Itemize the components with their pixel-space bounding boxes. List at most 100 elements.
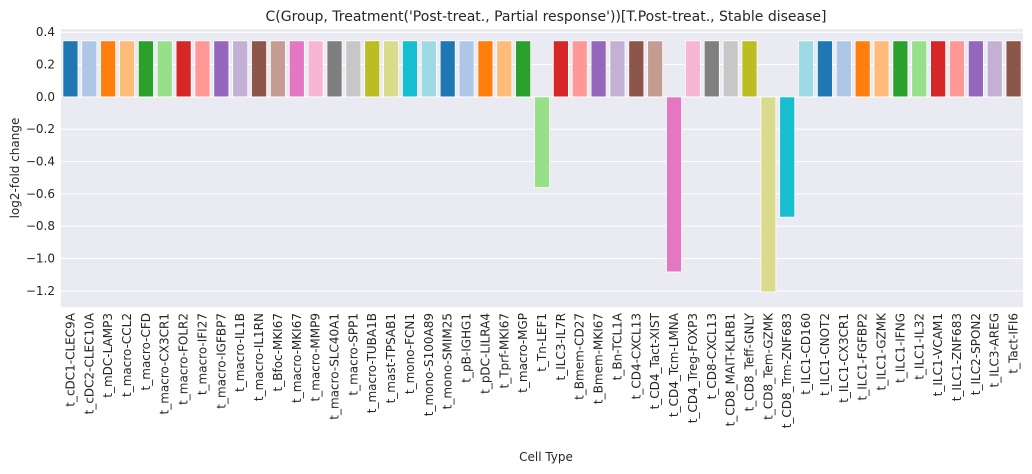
- bar: [628, 40, 645, 98]
- x-tick-label: t_macro-CCL2: [120, 313, 134, 397]
- x-tick-label: t_mono-FCN1: [403, 313, 417, 394]
- x-tick-label: t_cDC1-CLEC9A: [63, 312, 77, 407]
- bar: [571, 40, 588, 98]
- x-tick-label: t_mono-S100A89: [422, 313, 436, 416]
- bar: [854, 40, 871, 98]
- y-tick-label: −1.0: [26, 252, 55, 266]
- bar: [383, 40, 400, 98]
- x-tick-label: t_pB-IGHG1: [460, 313, 474, 383]
- x-tick-label: t_ILC1-IL32: [912, 313, 926, 380]
- bar: [703, 40, 720, 98]
- bar: [647, 40, 664, 98]
- y-tick-label: 0.4: [36, 25, 55, 39]
- bar: [458, 40, 475, 98]
- x-tick-label: t_ILC1-GZMK: [875, 312, 889, 391]
- bar: [552, 40, 569, 98]
- x-tick-label: t_Tn-LEF1: [535, 313, 549, 372]
- bar: [590, 40, 607, 98]
- bar: [534, 96, 550, 188]
- bar: [798, 40, 815, 98]
- x-tick-label: t_macro-IL1B: [233, 313, 247, 392]
- bar: [194, 40, 211, 98]
- bar: [119, 40, 135, 98]
- x-tick-label: t_ILC3-AREG: [988, 313, 1002, 387]
- y-axis-title: log2-fold change: [8, 118, 22, 219]
- bar: [439, 40, 456, 98]
- chart-title: C(Group, Treatment('Post-treat., Partial…: [266, 9, 827, 25]
- x-tick-label: t_macro-CFD: [139, 313, 153, 390]
- bar: [779, 96, 796, 218]
- bar: [100, 40, 117, 98]
- x-tick-label: t_ILC3-IL7R: [554, 313, 568, 380]
- x-tick-label: t_CD8_Trm-ZNF683: [780, 313, 794, 428]
- bar: [307, 40, 324, 98]
- bar: [345, 40, 362, 98]
- x-tick-label: t_cDC2-CLEC10A: [82, 312, 96, 414]
- x-tick-label: t_Bfoc-MKI67: [271, 313, 285, 391]
- x-tick-label: t_CD8_MAIT-KLRB1: [724, 313, 738, 426]
- y-tick-label: −0.6: [26, 187, 55, 201]
- x-tick-label: t_macro-MGP: [516, 313, 530, 393]
- bar: [949, 40, 965, 98]
- x-tick-label: t_CD4_Treg-FOXP3: [686, 313, 700, 423]
- x-tick-label: t_Bmem-MKI67: [592, 313, 606, 404]
- bar: [62, 40, 79, 98]
- bar: [911, 40, 928, 98]
- x-tick-label: t_macro-IGFBP7: [214, 313, 228, 409]
- bar: [835, 40, 852, 98]
- x-tick-label: t_Bmem-CD27: [573, 313, 587, 400]
- y-tick-label: 0.0: [36, 90, 55, 104]
- x-tick-label: t_macro-CX3CR1: [158, 313, 172, 415]
- bar: [684, 40, 701, 98]
- x-tick-label: t_ILC1-CX3CR1: [837, 313, 851, 403]
- y-tick-label: −0.8: [26, 219, 55, 233]
- x-tick-label: t_Tact-IFI6: [1007, 313, 1021, 374]
- x-tick-label: t_pDC-LILRA4: [478, 313, 492, 394]
- x-tick-label: t_mDC-LAMP3: [101, 313, 115, 398]
- bar: [1005, 40, 1022, 98]
- bar: [326, 40, 343, 98]
- x-tick-label: t_ILC1-FGFBP2: [856, 313, 870, 400]
- x-tick-label: t_CD4_Tcm-LMNA: [667, 312, 681, 417]
- y-tick-label: −0.4: [26, 155, 55, 169]
- x-tick-label: t_macro-SLC40A1: [328, 313, 342, 420]
- bar: [666, 96, 682, 273]
- x-tick-label: t_Bn-TCL1A: [610, 312, 624, 380]
- bar: [81, 40, 98, 98]
- bar: [816, 40, 833, 98]
- x-tick-label: t_ILC1-VCAM1: [931, 313, 945, 396]
- bar: [156, 40, 173, 98]
- bar: [986, 40, 1003, 98]
- y-axis-ticks: 0.4 0.2 0.0 −0.2 −0.4 −0.6 −0.8 −1.0 −1.2: [26, 25, 55, 298]
- x-tick-label: t_macro-MKI67: [290, 313, 304, 403]
- bar: [420, 40, 437, 98]
- bar: [515, 40, 532, 98]
- x-axis-ticks: t_cDC1-CLEC9A t_cDC2-CLEC10A t_mDC-LAMP3 t_…: [63, 312, 1020, 428]
- y-tick-label: −0.2: [26, 122, 55, 136]
- bar: [269, 40, 286, 98]
- x-tick-label: t_macro-IL1RN: [252, 313, 266, 401]
- bar: [930, 40, 947, 98]
- bar: [741, 40, 758, 98]
- bar: [722, 40, 739, 98]
- x-tick-label: t_macro-MMP9: [309, 313, 323, 402]
- bar: [402, 40, 418, 98]
- x-tick-label: t_ILC1-CD160: [799, 313, 813, 395]
- x-tick-label: t_CD8_Teff-GNLY: [742, 312, 756, 411]
- bar: [760, 96, 777, 293]
- bar: [251, 40, 268, 98]
- x-tick-label: t_ILC1-CNOT2: [818, 313, 832, 396]
- x-tick-label: t_ILC1-ZNF683: [950, 313, 964, 401]
- x-tick-label: t_ILC1-IFNG: [893, 313, 907, 383]
- x-tick-label: t_CD4-CXCL13: [629, 313, 643, 399]
- bar: [232, 40, 249, 98]
- x-tick-label: t_CD8_Tem-GZMK: [761, 312, 775, 420]
- y-tick-label: −1.2: [26, 284, 55, 298]
- bar: [213, 40, 230, 98]
- bar: [288, 40, 305, 98]
- x-tick-label: t_ILC2-SPON2: [969, 313, 983, 395]
- bar: [477, 40, 494, 98]
- x-tick-label: t_macro-IFI27: [195, 313, 209, 395]
- bar: [609, 40, 626, 98]
